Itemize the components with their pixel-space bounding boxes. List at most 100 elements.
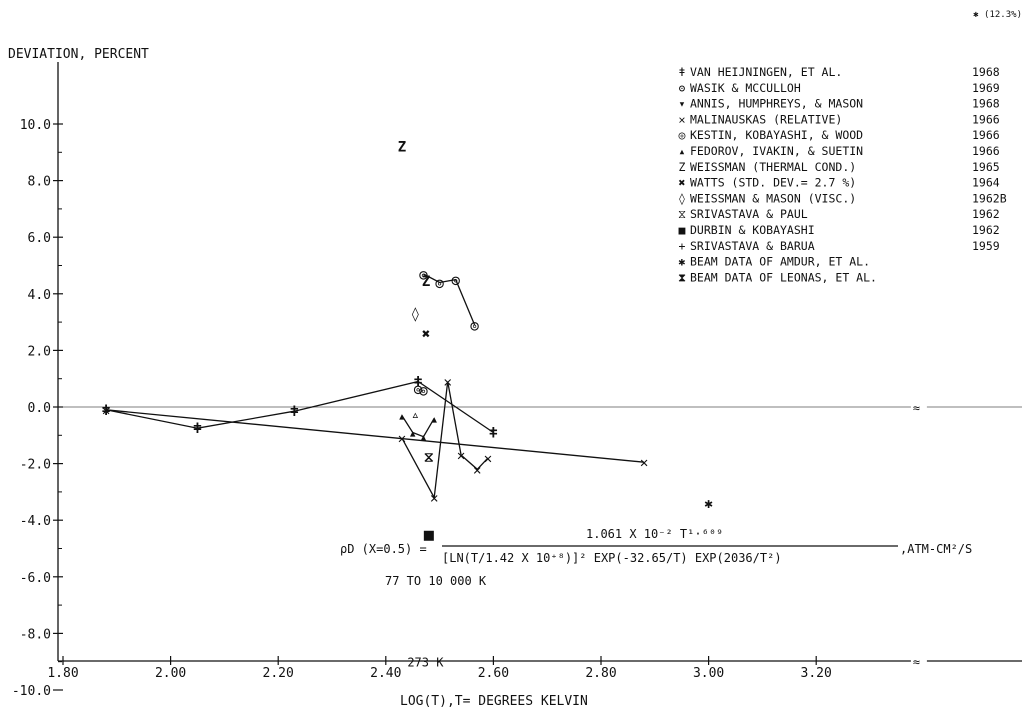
- data-point: ▴: [419, 430, 427, 446]
- data-point: ǂ: [414, 375, 422, 391]
- x-tick-label: 2.00: [155, 666, 186, 681]
- data-point: ǂ: [193, 421, 201, 437]
- y-tick-label: -10.0: [12, 684, 51, 699]
- corner-note: ✱ (12.3%): [973, 10, 1022, 20]
- data-point: ✕: [640, 455, 648, 471]
- legend-year: 1969: [972, 81, 1000, 95]
- legend-marker: ǂ: [679, 65, 686, 79]
- legend-year: 1962: [972, 223, 1000, 237]
- y-axis-title: DEVIATION, PERCENT: [8, 47, 149, 62]
- legend-marker: Z: [679, 160, 686, 174]
- data-point: ✕: [430, 491, 438, 507]
- data-point: Z: [422, 274, 430, 290]
- legend-marker: ▴: [679, 144, 686, 158]
- data-point: ◎: [435, 275, 444, 291]
- x-axis-break: ≈: [913, 655, 920, 669]
- x-axis-title: LOG(T),T= DEGREES KELVIN: [400, 694, 588, 709]
- legend-marker: ⧗: [678, 270, 686, 284]
- data-point: ▴: [430, 411, 438, 427]
- legend-year: 1965: [972, 160, 1000, 174]
- legend-marker: ʘ: [679, 81, 686, 95]
- formula-range: 77 TO 10 000 K: [385, 574, 487, 588]
- legend-year: 1968: [972, 65, 1000, 79]
- legend-label: BEAM DATA OF LEONAS, ET AL.: [690, 270, 877, 284]
- data-point: ▴: [398, 408, 406, 424]
- data-point: ✕: [473, 462, 481, 478]
- legend: ǂ VAN HEIJNINGEN, ET AL. 1968 ʘ WASIK & MCCU…: [678, 65, 1007, 284]
- series-line: [423, 273, 476, 326]
- legend-year: 1959: [972, 239, 1000, 253]
- data-point: ▴: [408, 425, 416, 441]
- y-tick-label: 10.0: [20, 118, 51, 133]
- data-point: ✕: [443, 375, 451, 391]
- legend-label: WASIK & MCCULLOH: [690, 81, 801, 95]
- data-point: ◎: [470, 318, 479, 334]
- legend-marker: ✖: [679, 176, 686, 190]
- y-tick-label: 6.0: [28, 231, 51, 246]
- data-point: ✖: [422, 326, 430, 342]
- legend-marker: ■: [679, 223, 686, 237]
- y-tick-label: 8.0: [28, 175, 51, 190]
- data-point: ◎: [414, 382, 423, 398]
- series-line: [105, 380, 494, 434]
- series-line: [401, 415, 435, 438]
- x-tick-label: 2.20: [263, 666, 294, 681]
- data-point: ◊: [411, 307, 419, 323]
- legend-marker: ◊: [679, 191, 686, 205]
- legend-label: DURBIN & KOBAYASHI: [690, 223, 815, 237]
- legend-year: 1966: [972, 112, 1000, 126]
- data-point: ✕: [457, 448, 465, 464]
- y-tick-label: 0.0: [28, 401, 51, 416]
- y-tick-label: -4.0: [20, 514, 51, 529]
- legend-label: VAN HEIJNINGEN, ET AL.: [690, 65, 842, 79]
- legend-marker: +: [679, 239, 686, 253]
- y-tick-label: -2.0: [20, 458, 51, 473]
- legend-marker: ✕: [679, 112, 686, 126]
- y-tick-label: 4.0: [28, 288, 51, 303]
- data-point: ✕: [484, 451, 492, 467]
- data-point: ◎: [419, 267, 428, 283]
- data-point: ǂ: [290, 404, 298, 420]
- y-tick-label: -8.0: [20, 627, 51, 642]
- series-line: [401, 381, 489, 500]
- tick-labels: 10.0 8.0 6.0 4.0 2.0 0.0 -2.0 -4.0 -6.0 -8.0 -10.0…: [12, 118, 832, 699]
- legend-year: 1962B: [972, 191, 1007, 205]
- x-tick-label: 1.80: [47, 666, 78, 681]
- data-point: ✕: [398, 431, 406, 447]
- y-tick-label: -6.0: [20, 571, 51, 586]
- legend-label: SRIVASTAVA & PAUL: [690, 207, 808, 221]
- x-tick-label: 2.60: [478, 666, 509, 681]
- legend-year: 1962: [972, 207, 1000, 221]
- data-point: ◎: [452, 273, 461, 289]
- x-tick-label: 3.20: [801, 666, 832, 681]
- data-point: ✕: [102, 403, 110, 419]
- zero-line-break: ≈: [913, 401, 920, 415]
- x-tick-label: 2.80: [585, 666, 616, 681]
- legend-year: 1968: [972, 97, 1000, 111]
- legend-year: 1966: [972, 128, 1000, 142]
- series-lines: [105, 273, 645, 500]
- legend-label: SRIVASTAVA & BARUA: [690, 239, 815, 253]
- legend-label: BEAM DATA OF AMDUR, ET AL.: [690, 255, 870, 269]
- formula-units: ,ATM-CM²/S: [900, 542, 972, 556]
- data-point: ǂ: [489, 425, 497, 441]
- data-point: ⧖: [424, 450, 434, 466]
- legend-marker: ⧖: [678, 207, 686, 221]
- formula-lhs: ρD (X=0.5) =: [340, 542, 427, 556]
- legend-marker: ◎: [679, 128, 686, 142]
- axes: ≈≈: [53, 62, 1022, 691]
- legend-marker: ▾: [679, 97, 686, 111]
- x-tick-label: 3.00: [693, 666, 724, 681]
- data-point: Z: [398, 140, 406, 156]
- legend-label: WEISSMAN (THERMAL COND.): [690, 160, 856, 174]
- legend-label: ANNIS, HUMPHREYS, & MASON: [690, 97, 863, 111]
- formula: ρD (X=0.5) = 1.061 X 10⁻² T¹·⁶⁰⁹ [LN(T/1…: [340, 527, 972, 588]
- legend-label: MALINAUSKAS (RELATIVE): [690, 112, 842, 126]
- legend-label: FEDOROV, IVAKIN, & SUETIN: [690, 144, 863, 158]
- data-point: ▵: [411, 407, 419, 423]
- series-line: [105, 409, 645, 463]
- data-point: [423, 530, 434, 541]
- y-tick-label: 2.0: [28, 344, 51, 359]
